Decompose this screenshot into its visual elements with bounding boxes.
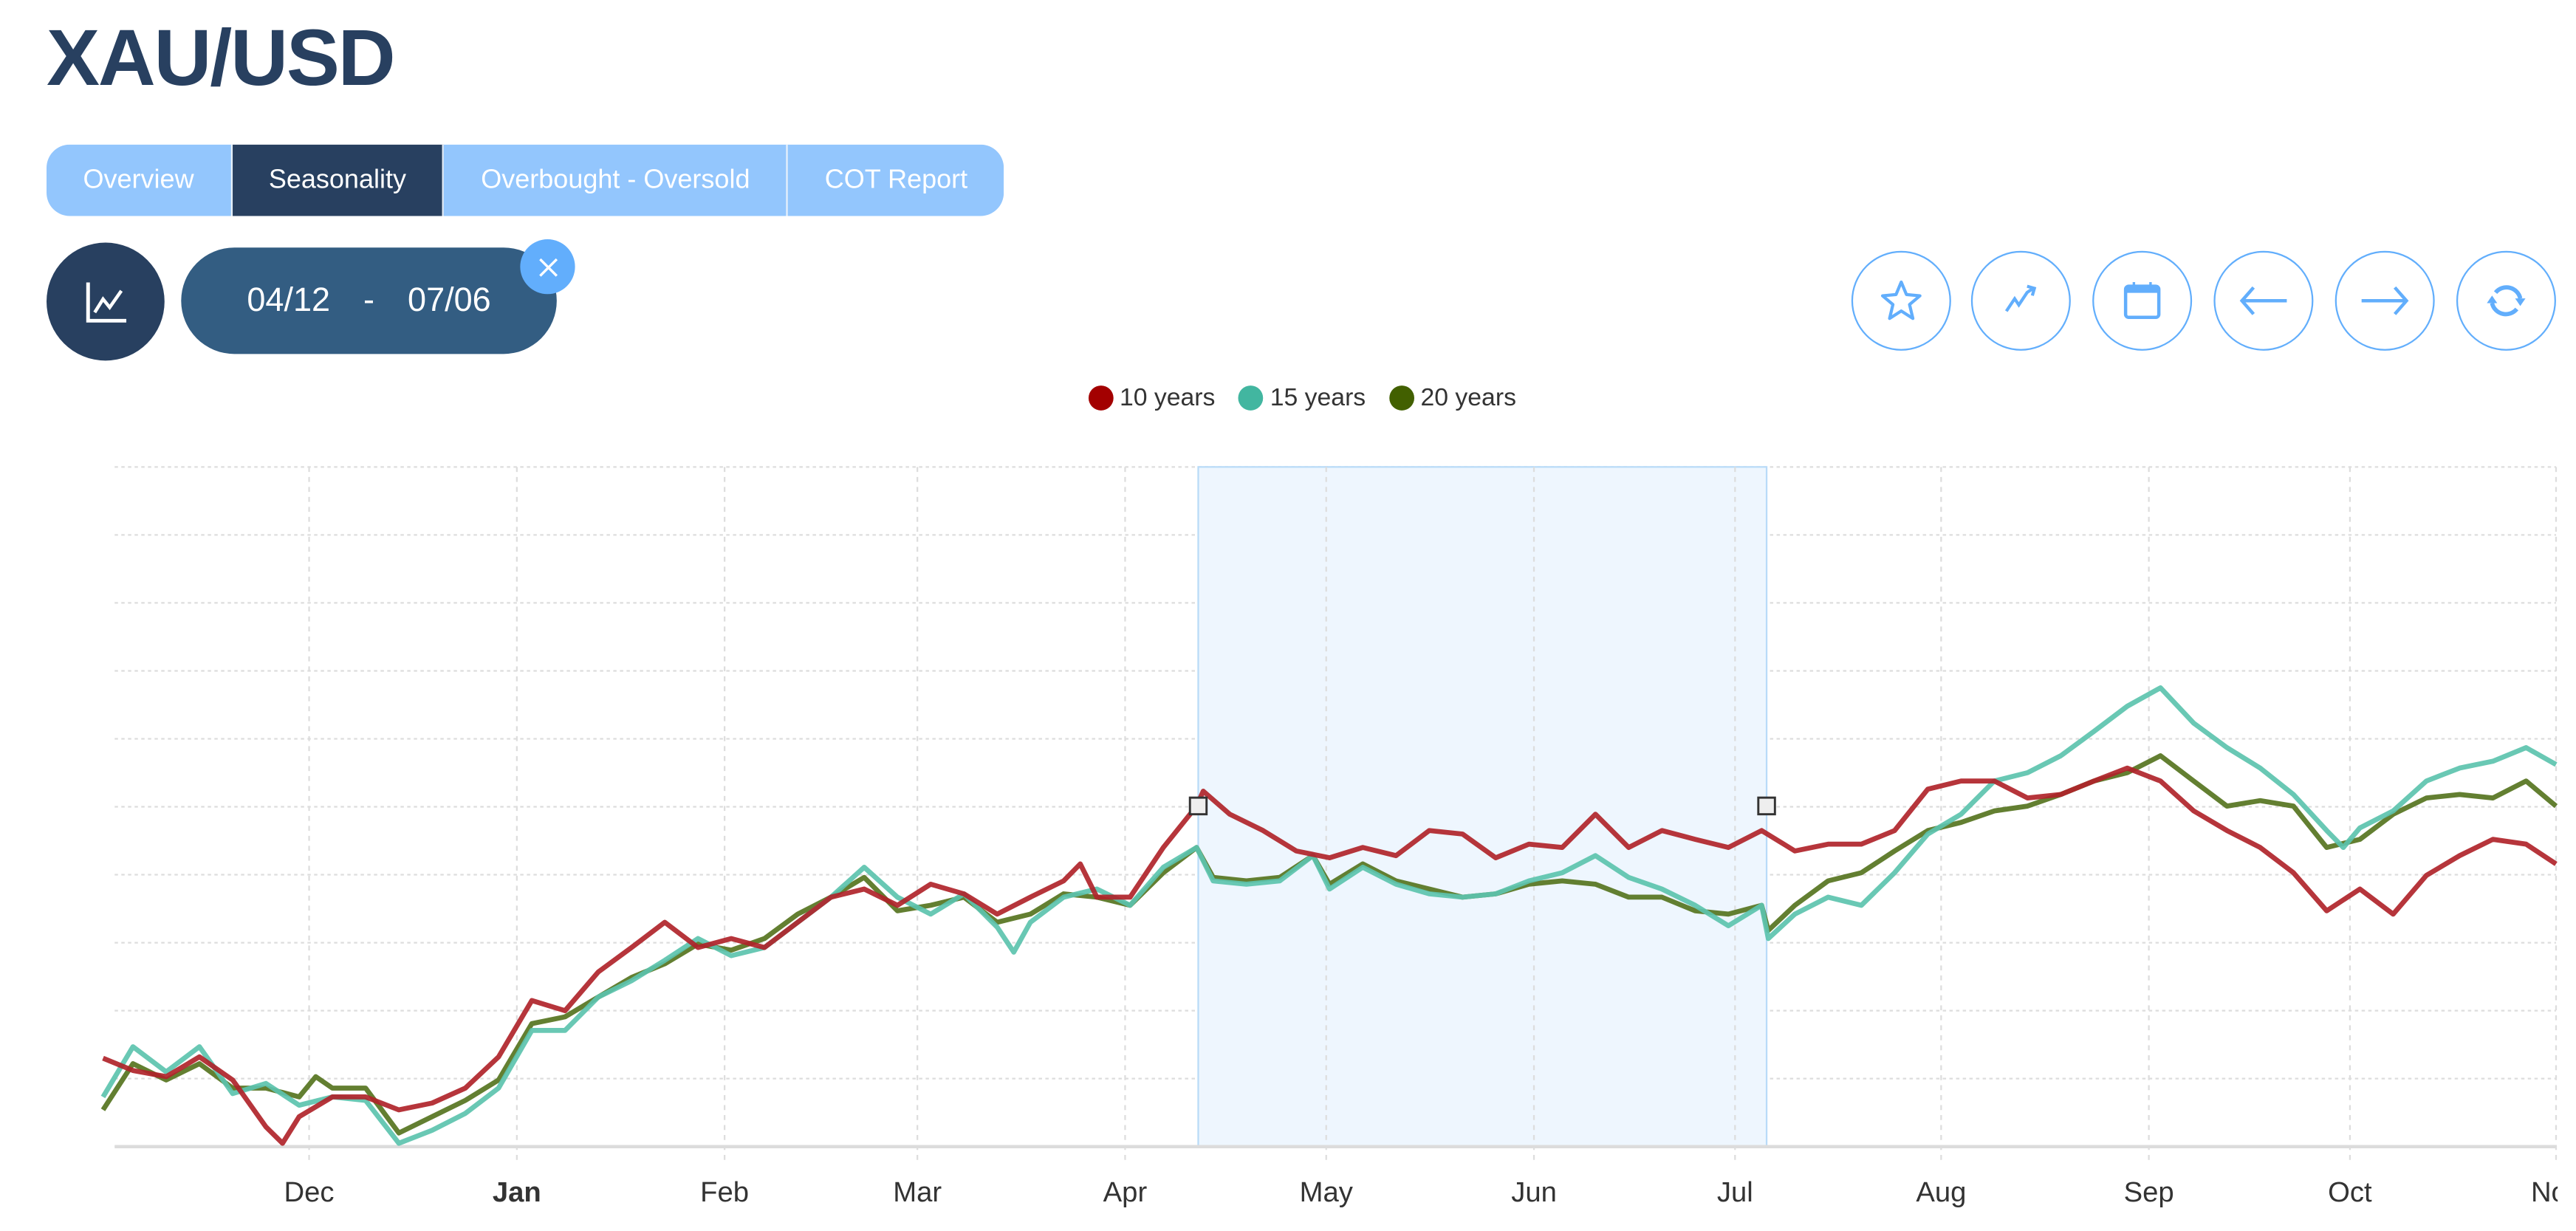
- range-end-handle[interactable]: [1757, 796, 1776, 816]
- date-range-pill[interactable]: 04/12 - 07/06: [181, 247, 557, 354]
- arrow-right-icon: [2361, 286, 2409, 315]
- x-tick-label: May: [1300, 1176, 1354, 1208]
- x-tick-label: Jun: [1511, 1176, 1557, 1208]
- legend-item-15-years[interactable]: 15 years: [1238, 383, 1366, 413]
- date-range-end: 07/06: [408, 281, 491, 318]
- previous-button[interactable]: [2213, 250, 2314, 351]
- legend-label-20-years: 20 years: [1420, 383, 1516, 413]
- calendar-icon: [2123, 281, 2161, 320]
- clear-date-range-button[interactable]: [520, 239, 575, 295]
- legend-dot-10-years: [1088, 385, 1113, 411]
- series-line-15-years[interactable]: [100, 685, 2558, 1146]
- x-tick-label: Sep: [2124, 1176, 2174, 1208]
- chart-series: [100, 685, 2558, 1146]
- x-tick-label: Jul: [1717, 1176, 1753, 1208]
- legend-dot-20-years: [1388, 385, 1414, 411]
- line-chart-icon: [85, 281, 126, 322]
- calendar-button[interactable]: [2092, 250, 2193, 351]
- date-range-separator: -: [363, 281, 375, 318]
- legend-label-10-years: 10 years: [1119, 383, 1216, 413]
- tab-overview[interactable]: Overview: [47, 144, 233, 216]
- x-tick-label: Jan: [493, 1176, 541, 1208]
- selected-range-highlight[interactable]: [1197, 466, 1768, 1148]
- refresh-button[interactable]: [2456, 250, 2556, 351]
- tab-seasonality[interactable]: Seasonality: [232, 144, 445, 216]
- seasonality-chart[interactable]: Dec Jan Feb Mar Apr May Jun Jul Aug Sep Oct Nov: [0, 449, 2576, 1231]
- chart-legend: 10 years 15 years 20 years: [0, 384, 2576, 412]
- x-tick-label: Apr: [1103, 1176, 1148, 1208]
- range-start-handle[interactable]: [1188, 796, 1208, 816]
- x-tick-label: Dec: [284, 1176, 335, 1208]
- tab-cot-report[interactable]: COT Report: [788, 144, 1004, 216]
- x-tick-label: Oct: [2328, 1176, 2372, 1208]
- close-icon: [538, 257, 557, 276]
- arrow-left-icon: [2239, 286, 2287, 315]
- tab-bar: Overview Seasonality Overbought - Overso…: [47, 144, 1004, 216]
- x-tick-label: Nov: [2531, 1176, 2576, 1208]
- legend-item-20-years[interactable]: 20 years: [1388, 383, 1516, 413]
- x-axis-labels: Dec Jan Feb Mar Apr May Jun Jul Aug Sep Oct Nov: [284, 1176, 2576, 1208]
- legend-label-15-years: 15 years: [1270, 383, 1366, 413]
- favorite-button[interactable]: [1851, 250, 1951, 351]
- series-line-10-years[interactable]: [102, 765, 2558, 1146]
- date-range-start: 04/12: [247, 281, 331, 318]
- refresh-icon: [2487, 285, 2526, 317]
- x-tick-label: Feb: [700, 1176, 749, 1208]
- trend-button[interactable]: [1970, 250, 2071, 351]
- chart-type-button[interactable]: [47, 242, 165, 361]
- next-button[interactable]: [2334, 250, 2435, 351]
- tab-overbought-oversold[interactable]: Overbought - Oversold: [444, 144, 789, 216]
- legend-dot-15-years: [1238, 385, 1264, 411]
- trending-up-icon: [2004, 284, 2037, 312]
- x-tick-label: Aug: [1916, 1176, 1966, 1208]
- star-icon: [1880, 280, 1922, 320]
- legend-item-10-years[interactable]: 10 years: [1088, 384, 1215, 412]
- x-tick-label: Mar: [893, 1176, 942, 1208]
- page-title: XAU/USD: [47, 15, 396, 103]
